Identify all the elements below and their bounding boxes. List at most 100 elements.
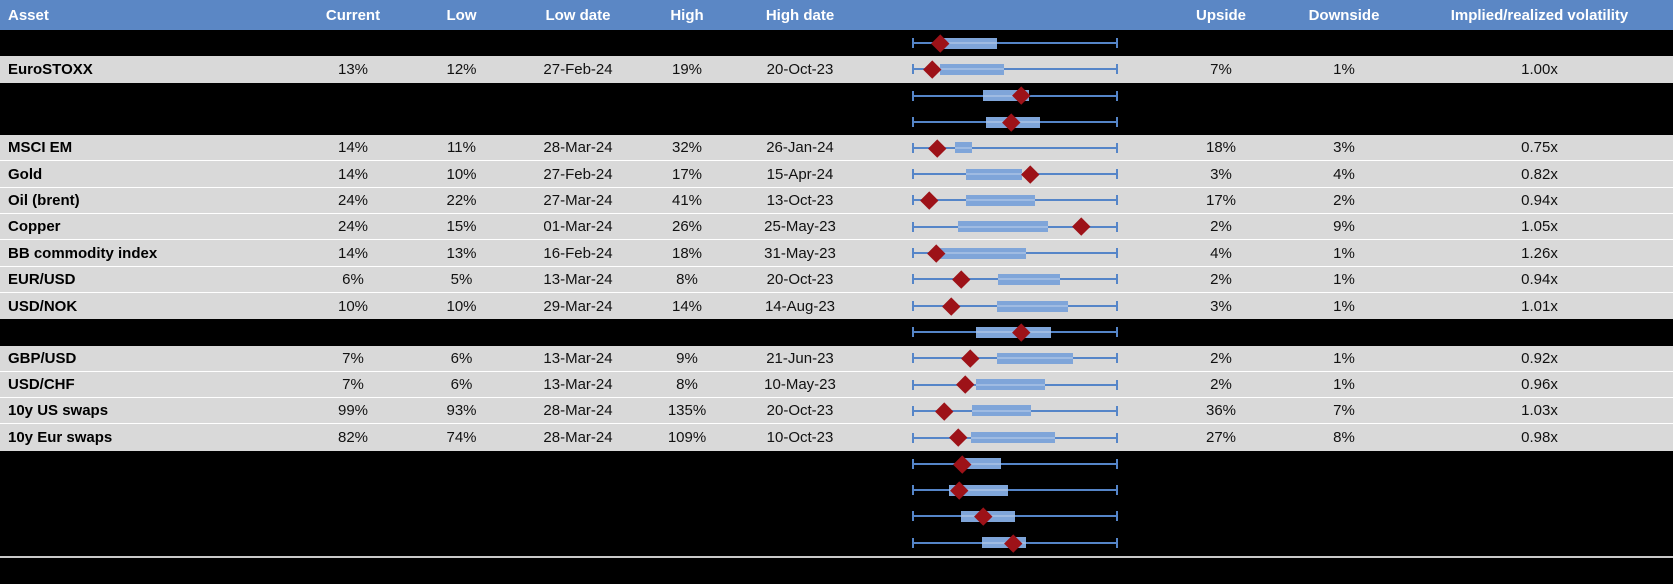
- cell-low[interactable]: 93%: [446, 402, 477, 420]
- cell-downside[interactable]: 1%: [1333, 376, 1355, 393]
- cell-asset[interactable]: MSCI EM: [8, 139, 73, 157]
- cell-asset[interactable]: USD/NOK: [8, 297, 78, 315]
- cell-high[interactable]: 17%: [671, 165, 703, 183]
- cell-high-date[interactable]: 10-Oct-23: [766, 429, 834, 447]
- cell-vol[interactable]: 1.26x: [1521, 244, 1558, 262]
- cell-high-date[interactable]: 21-Jun-23: [766, 349, 834, 367]
- cell-high[interactable]: 41%: [671, 191, 703, 209]
- cell-vol[interactable]: 1.03x: [1521, 402, 1558, 420]
- col-header-high-date[interactable]: High date: [765, 6, 835, 24]
- cell-low-date[interactable]: 27-Feb-24: [543, 60, 613, 78]
- cell-low[interactable]: 10%: [446, 297, 477, 315]
- col-header-low-date[interactable]: Low date: [545, 6, 611, 24]
- cell-downside[interactable]: 1%: [1333, 349, 1355, 367]
- cell-low-date[interactable]: 16-Feb-24: [543, 244, 613, 262]
- col-header-downside[interactable]: Downside: [1308, 6, 1380, 24]
- cell-high-date[interactable]: 25-May-23: [764, 218, 836, 236]
- cell-high-date[interactable]: 13-Oct-23: [766, 191, 834, 209]
- cell-high[interactable]: 32%: [671, 139, 703, 157]
- cell-high-date[interactable]: 15-Apr-24: [766, 165, 834, 183]
- cell-upside[interactable]: 4%: [1210, 244, 1232, 262]
- cell-low-date[interactable]: 27-Feb-24: [543, 165, 613, 183]
- cell-vol[interactable]: 0.94x: [1521, 270, 1558, 288]
- cell-asset[interactable]: BB commodity index: [8, 244, 158, 262]
- cell-upside[interactable]: 2%: [1210, 218, 1232, 236]
- cell-downside[interactable]: 1%: [1333, 60, 1355, 78]
- cell-low-date[interactable]: 01-Mar-24: [543, 218, 613, 236]
- cell-low-date[interactable]: 29-Mar-24: [543, 297, 613, 315]
- hidden-row[interactable]: [0, 529, 1673, 556]
- cell-downside[interactable]: 7%: [1333, 402, 1355, 420]
- hidden-row[interactable]: [0, 319, 1673, 346]
- cell-high[interactable]: 26%: [671, 218, 703, 236]
- cell-asset[interactable]: Gold: [8, 165, 43, 183]
- cell-asset[interactable]: EUR/USD: [8, 270, 76, 288]
- cell-low[interactable]: 13%: [446, 244, 477, 262]
- cell-vol[interactable]: 1.01x: [1521, 297, 1558, 315]
- cell-vol[interactable]: 0.92x: [1521, 349, 1558, 367]
- cell-current[interactable]: 99%: [337, 402, 369, 420]
- cell-vol[interactable]: 0.96x: [1521, 376, 1558, 393]
- cell-current[interactable]: 24%: [337, 218, 369, 236]
- cell-low-date[interactable]: 27-Mar-24: [543, 191, 613, 209]
- cell-low[interactable]: 12%: [446, 60, 477, 78]
- cell-upside[interactable]: 36%: [1205, 402, 1237, 420]
- cell-low[interactable]: 22%: [446, 191, 477, 209]
- cell-low[interactable]: 10%: [446, 165, 477, 183]
- cell-high-date[interactable]: 31-May-23: [764, 244, 836, 262]
- cell-high[interactable]: 109%: [667, 429, 707, 447]
- cell-downside[interactable]: 1%: [1333, 244, 1355, 262]
- cell-high-date[interactable]: 20-Oct-23: [766, 270, 834, 288]
- cell-downside[interactable]: 3%: [1333, 139, 1355, 157]
- cell-downside[interactable]: 4%: [1333, 165, 1355, 183]
- cell-high[interactable]: 18%: [671, 244, 703, 262]
- cell-high[interactable]: 14%: [671, 297, 703, 315]
- cell-asset[interactable]: GBP/USD: [8, 349, 77, 367]
- cell-high[interactable]: 9%: [676, 349, 698, 367]
- col-header-upside[interactable]: Upside: [1195, 6, 1246, 24]
- cell-high[interactable]: 19%: [671, 60, 703, 78]
- cell-vol[interactable]: 0.82x: [1521, 165, 1558, 183]
- cell-upside[interactable]: 18%: [1205, 139, 1237, 157]
- cell-asset[interactable]: EuroSTOXX: [8, 60, 93, 78]
- cell-current[interactable]: 14%: [337, 244, 369, 262]
- cell-high[interactable]: 8%: [676, 270, 698, 288]
- cell-low[interactable]: 11%: [447, 139, 476, 157]
- hidden-row[interactable]: [0, 108, 1673, 136]
- cell-high-date[interactable]: 20-Oct-23: [766, 402, 834, 420]
- hidden-row[interactable]: [0, 450, 1673, 478]
- cell-low-date[interactable]: 13-Mar-24: [543, 376, 613, 393]
- cell-asset[interactable]: 10y US swaps: [8, 402, 109, 420]
- cell-current[interactable]: 13%: [337, 60, 369, 78]
- cell-vol[interactable]: 1.00x: [1521, 60, 1558, 78]
- cell-downside[interactable]: 2%: [1333, 191, 1355, 209]
- cell-upside[interactable]: 3%: [1210, 165, 1232, 183]
- cell-vol[interactable]: 0.94x: [1521, 191, 1558, 209]
- cell-upside[interactable]: 2%: [1210, 349, 1232, 367]
- col-header-implied-realized-volatility[interactable]: Implied/realized volatility: [1450, 6, 1629, 24]
- cell-low[interactable]: 6%: [450, 376, 473, 393]
- cell-current[interactable]: 7%: [342, 349, 364, 367]
- cell-asset[interactable]: Oil (brent): [8, 191, 80, 209]
- cell-upside[interactable]: 7%: [1210, 60, 1232, 78]
- cell-current[interactable]: 7%: [342, 376, 364, 393]
- cell-low-date[interactable]: 28-Mar-24: [543, 429, 613, 447]
- cell-current[interactable]: 6%: [342, 270, 364, 288]
- cell-current[interactable]: 10%: [337, 297, 369, 315]
- cell-low-date[interactable]: 13-Mar-24: [543, 349, 613, 367]
- cell-low[interactable]: 5%: [450, 270, 473, 288]
- cell-low-date[interactable]: 28-Mar-24: [543, 139, 613, 157]
- cell-low[interactable]: 6%: [450, 349, 473, 367]
- cell-downside[interactable]: 9%: [1333, 218, 1355, 236]
- cell-upside[interactable]: 27%: [1205, 429, 1237, 447]
- cell-low[interactable]: 74%: [446, 429, 477, 447]
- cell-upside[interactable]: 3%: [1210, 297, 1232, 315]
- hidden-row[interactable]: [0, 82, 1673, 109]
- cell-high-date[interactable]: 20-Oct-23: [766, 60, 834, 78]
- cell-current[interactable]: 14%: [337, 139, 369, 157]
- cell-downside[interactable]: 1%: [1333, 270, 1355, 288]
- cell-upside[interactable]: 17%: [1205, 191, 1237, 209]
- cell-current[interactable]: 14%: [337, 165, 369, 183]
- cell-high-date[interactable]: 14-Aug-23: [764, 297, 836, 315]
- cell-downside[interactable]: 8%: [1333, 429, 1355, 447]
